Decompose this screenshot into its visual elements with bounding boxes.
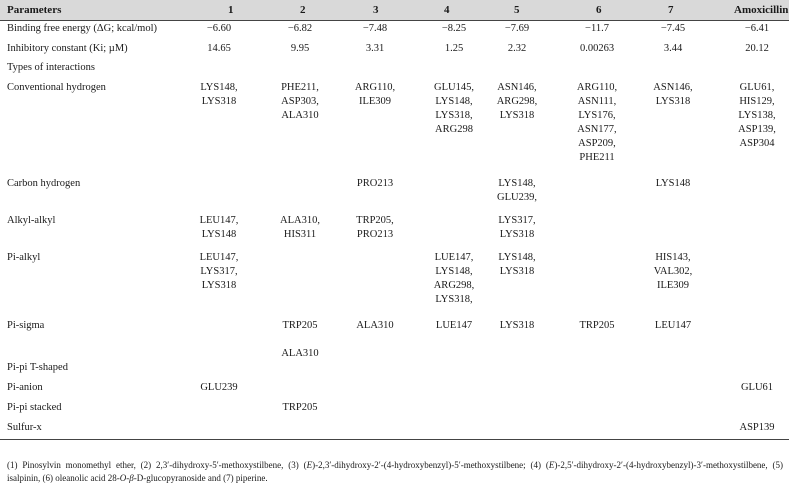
header-col-6: 6: [596, 4, 602, 16]
table-cell: 20.12: [745, 43, 769, 54]
table-cell: −11.7: [585, 23, 609, 34]
table-cell: GLU61, HIS129, LYS138, ASP139, ASP304: [738, 82, 776, 149]
row-label: Pi-anion: [7, 382, 43, 393]
row-label: Pi-sigma: [7, 320, 45, 331]
table-cell: ASN146, ARG298, LYS318: [496, 82, 538, 121]
row-label: Alkyl-alkyl: [7, 215, 56, 226]
header-col-2: 2: [300, 4, 306, 16]
footnote-italic: β: [129, 473, 134, 483]
table-cell: 9.95: [290, 43, 310, 54]
table-header-row: Parameters 1 2 3 4 5 6 7 Amoxicillin: [0, 0, 789, 20]
table-cell: LYS148, LYS318: [200, 82, 238, 107]
table-cell: LYS148, GLU239,: [497, 178, 537, 203]
table-cell: 3.31: [365, 43, 385, 54]
footnote-italic: O: [119, 473, 127, 483]
header-rule: [0, 20, 789, 21]
table-cell: 2.32: [507, 43, 527, 54]
row-label: Pi-pi stacked: [7, 402, 62, 413]
header-col-7: 7: [668, 4, 674, 16]
table-cell: LEU147, LYS317, LYS318: [199, 252, 239, 291]
header-col-4: 4: [444, 4, 450, 16]
table-cell: −7.48: [362, 23, 388, 34]
footnote-italic: E: [548, 460, 555, 470]
row-label: Conventional hydrogen: [7, 82, 106, 93]
table-cell: GLU61: [740, 382, 774, 393]
table-cell: −6.41: [744, 23, 770, 34]
table-cell: TRP205 ALA310: [281, 320, 319, 359]
row-label: Binding free energy (ΔG; kcal/mol): [7, 23, 158, 34]
footnote-text: -: [126, 473, 130, 483]
table-cell: TRP205: [579, 320, 615, 331]
table-cell: LEU147: [654, 320, 692, 331]
table-cell: −6.60: [206, 23, 232, 34]
table-cell: GLU145, LYS148, LYS318, ARG298: [434, 82, 474, 135]
row-label: Types of interactions: [7, 62, 95, 73]
table-cell: TRP205, PRO213: [356, 215, 394, 240]
header-col-amoxicillin: Amoxicillin: [734, 4, 789, 16]
table-cell: PRO213: [356, 178, 394, 189]
bottom-rule: [0, 439, 789, 440]
table-cell: LYS148, LYS318: [498, 252, 536, 277]
row-label: Carbon hydrogen: [7, 178, 81, 189]
row-label: Sulfur-x: [7, 422, 42, 433]
table-cell: ALA310: [356, 320, 394, 331]
header-col-3: 3: [373, 4, 379, 16]
table-cell: −6.82: [287, 23, 313, 34]
interaction-table: Parameters 1 2 3 4 5 6 7 Amoxicillin Bin…: [0, 0, 789, 440]
table-cell: −8.25: [441, 23, 467, 34]
table-cell: LYS148: [655, 178, 691, 189]
table-cell: LEU147, LYS148: [199, 215, 239, 240]
table-cell: ASN146, LYS318: [653, 82, 693, 107]
table-cell: 14.65: [207, 43, 231, 54]
row-label: Inhibitory constant (Ki; µM): [7, 43, 128, 54]
table-cell: LYS317, LYS318: [498, 215, 536, 240]
table-cell: LUE147, LYS148, ARG298, LYS318,: [433, 252, 475, 305]
table-cell: HIS143, VAL302, ILE309: [653, 252, 693, 291]
table-cell: 0.00263: [579, 43, 615, 54]
table-cell: GLU239: [200, 382, 238, 393]
table-cell: 1.25: [444, 43, 464, 54]
table-cell: TRP205: [282, 402, 318, 413]
header-parameters: Parameters: [7, 4, 62, 16]
header-col-5: 5: [514, 4, 520, 16]
table-cell: LYS318: [499, 320, 535, 331]
row-label: Pi-alkyl: [7, 252, 41, 263]
row-label: Pi-pi T-shaped: [7, 362, 68, 373]
table-cell: LUE147: [435, 320, 473, 331]
footnote-italic: E: [306, 460, 313, 470]
table-footnote: (1) Pinosylvin monomethyl ether, (2) 2,3…: [7, 459, 783, 485]
table-cell: 3.44: [663, 43, 683, 54]
table-cell: ARG110, ILE309: [354, 82, 396, 107]
table-cell: ALA310, HIS311: [280, 215, 320, 240]
footnote-text: )-2,3′-dihydroxy-2′-(4-hydroxybenzyl)-5′…: [312, 460, 549, 470]
table-cell: ARG110, ASN111, LYS176, ASN177, ASP209, …: [576, 82, 618, 163]
table-cell: PHE211, ASP303, ALA310: [281, 82, 319, 121]
footnote-text: (1) Pinosylvin monomethyl ether, (2) 2,3…: [7, 460, 307, 470]
footnote-text: )-2,5′-dihydroxy-2′-(4-hydroxybenzyl)-3′…: [7, 460, 783, 483]
table-cell: ASP139: [739, 422, 775, 433]
table-cell: −7.69: [504, 23, 530, 34]
header-col-1: 1: [228, 4, 234, 16]
table-cell: −7.45: [660, 23, 686, 34]
footnote-text: -D-glucopyranoside and (7) piperine.: [133, 473, 268, 483]
